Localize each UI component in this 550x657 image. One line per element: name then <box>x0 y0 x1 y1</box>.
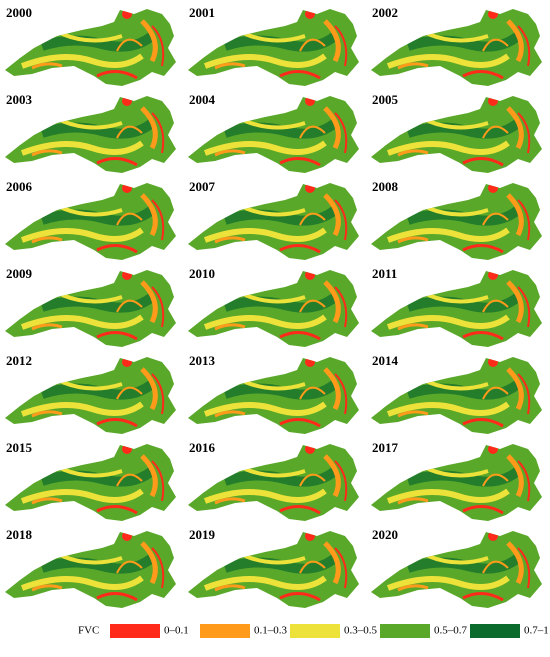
year-label: 2003 <box>6 92 33 107</box>
legend-swatch <box>470 624 520 638</box>
year-label: 2017 <box>372 440 399 455</box>
legend-label: 0.1–0.3 <box>254 625 288 637</box>
legend-swatch <box>290 624 340 638</box>
year-label: 2018 <box>6 527 33 542</box>
year-label: 2002 <box>372 5 398 20</box>
year-label: 2004 <box>189 92 216 107</box>
legend-label: 0–0.1 <box>164 625 189 637</box>
legend-title: FVC <box>78 625 99 637</box>
year-label: 2011 <box>372 266 397 281</box>
year-label: 2012 <box>6 353 32 368</box>
year-label: 2019 <box>189 527 216 542</box>
year-label: 2015 <box>6 440 33 455</box>
year-label: 2009 <box>6 266 33 281</box>
year-label: 2013 <box>189 353 216 368</box>
year-label: 2000 <box>6 5 32 20</box>
year-label: 2016 <box>189 440 216 455</box>
legend-swatch <box>380 624 430 638</box>
year-label: 2020 <box>372 527 398 542</box>
year-label: 2014 <box>372 353 399 368</box>
legend-label: 0.3–0.5 <box>344 625 378 637</box>
legend-swatch <box>200 624 250 638</box>
year-label: 2010 <box>189 266 215 281</box>
year-label: 2006 <box>6 179 33 194</box>
year-label: 2005 <box>372 92 399 107</box>
year-label: 2001 <box>189 5 215 20</box>
year-label: 2007 <box>189 179 216 194</box>
legend-label: 0.5–0.7 <box>434 625 468 637</box>
year-label: 2008 <box>372 179 399 194</box>
legend-label: 0.7–1 <box>524 625 549 637</box>
legend-swatch <box>110 624 160 638</box>
